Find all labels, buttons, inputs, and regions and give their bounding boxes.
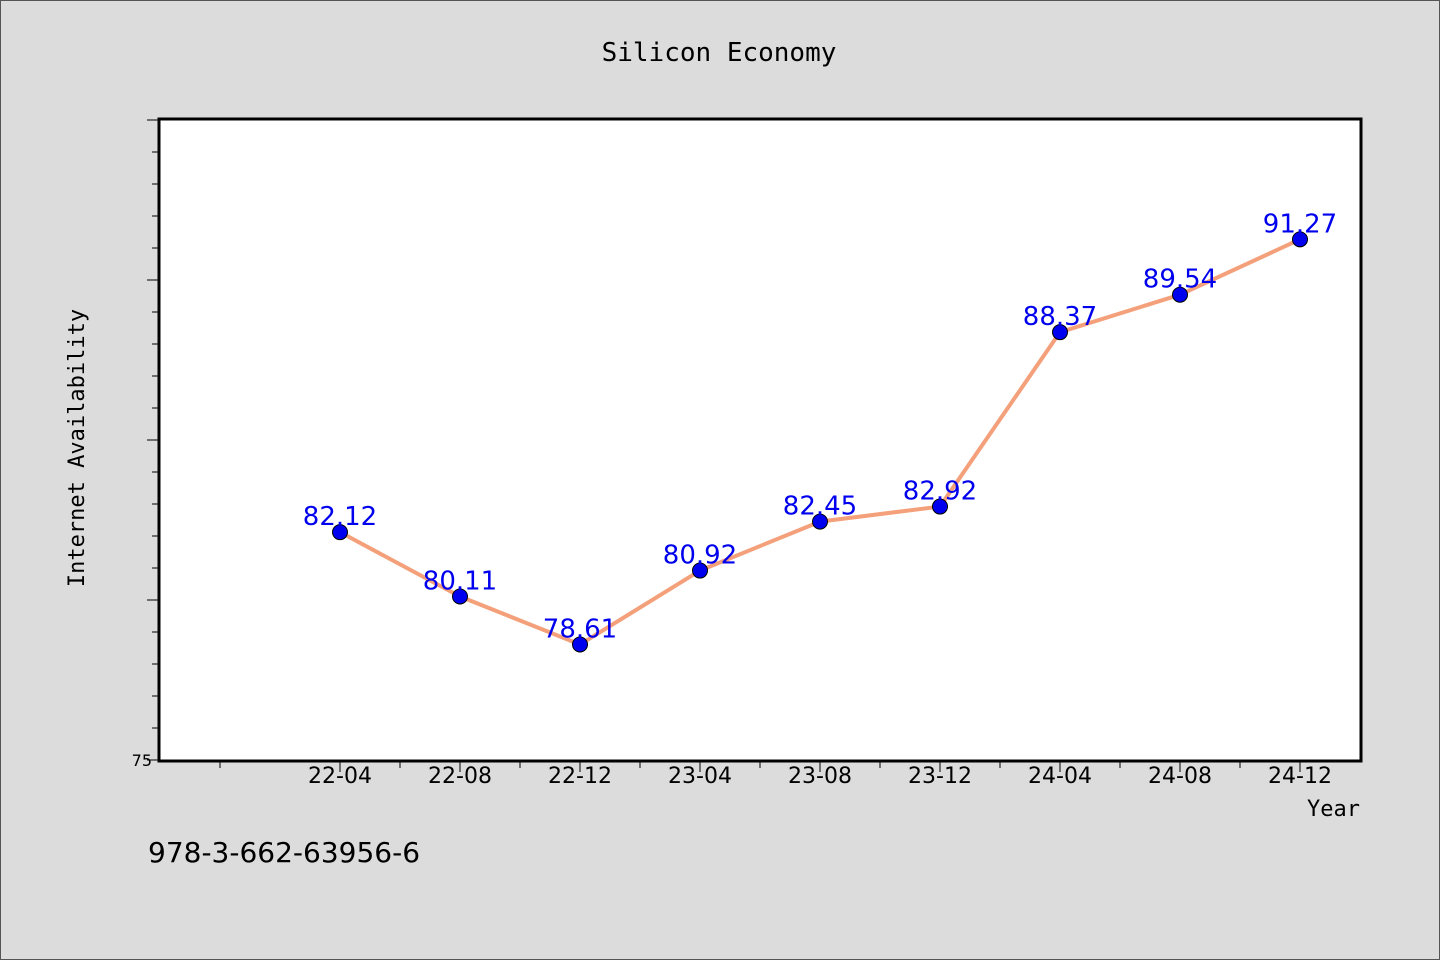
data-label: 82.45 [783, 492, 857, 522]
data-point [452, 588, 468, 605]
data-label: 80.11 [423, 566, 497, 596]
data-point [692, 562, 708, 579]
data-label: 82.92 [903, 477, 977, 507]
data-point [332, 524, 348, 541]
plot-area [157, 117, 1363, 763]
data-point [932, 498, 948, 515]
data-point [572, 636, 588, 653]
data-label: 89.54 [1143, 265, 1217, 295]
y-axis-ticks: 75 [132, 119, 160, 770]
data-label: 78.61 [543, 614, 617, 644]
x-tick-label: 23-08 [788, 764, 852, 789]
y-axis-label: Internet Availability [65, 309, 90, 587]
footer-isbn: 978-3-662-63956-6 [148, 836, 420, 869]
data-label: 82.12 [303, 502, 377, 532]
data-label: 91.27 [1263, 209, 1337, 239]
data-label: 80.92 [663, 541, 737, 571]
x-axis-label: Year [1307, 797, 1360, 822]
data-point [1172, 286, 1188, 303]
x-tick-label: 24-12 [1268, 764, 1332, 789]
x-tick-label: 24-08 [1148, 764, 1212, 789]
x-axis-ticks: 22-04 22-08 22-12 23-04 23-08 23-12 24-04 24-08… [219, 760, 1332, 789]
x-tick-label: 24-04 [1028, 764, 1092, 789]
y-tick-label: 75 [132, 751, 152, 770]
x-tick-label: 23-04 [668, 764, 732, 789]
x-tick-label: 22-08 [428, 764, 492, 789]
chart-title: Silicon Economy [602, 38, 837, 68]
data-point [812, 513, 828, 530]
x-tick-label: 22-04 [308, 764, 372, 789]
data-point [1292, 231, 1308, 248]
x-tick-label: 23-12 [908, 764, 972, 789]
data-point [1052, 324, 1068, 341]
data-label: 88.37 [1023, 302, 1097, 332]
x-tick-label: 22-12 [548, 764, 612, 789]
series-layer: 82.12 80.11 78.61 80.92 82.45 82.92 88.37 89.54… [303, 209, 1337, 653]
